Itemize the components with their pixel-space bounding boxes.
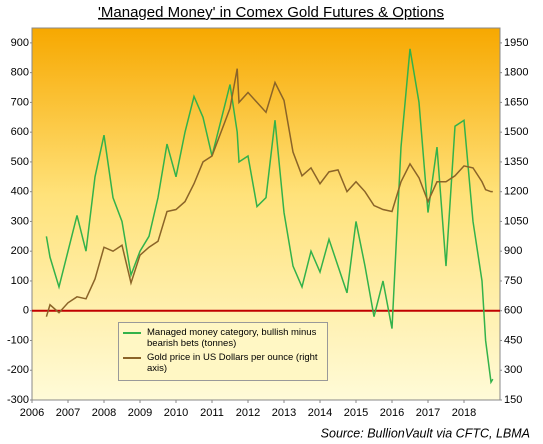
x-tick-label: 2009	[128, 407, 152, 419]
x-tick-label: 2017	[416, 407, 440, 419]
y2-tick-label: 1350	[504, 156, 528, 168]
x-tick-label: 2013	[272, 407, 296, 419]
x-tick-label: 2018	[452, 407, 476, 419]
source: Source: BullionVault via CFTC, LBMA	[321, 426, 530, 440]
legend-label: Managed money category, bullish minus be…	[147, 327, 317, 349]
y-tick-label: 200	[11, 245, 29, 257]
chart-title: 'Managed Money' in Comex Gold Futures & …	[98, 4, 444, 21]
y-tick-label: 300	[11, 215, 29, 227]
y-tick-label: 900	[11, 37, 29, 49]
y2-tick-label: 1800	[504, 67, 528, 79]
y-tick-label: -100	[7, 334, 29, 346]
series-line	[45, 48, 494, 385]
y-tick-label: 800	[11, 67, 29, 79]
x-tick-label: 2011	[200, 407, 224, 419]
y-tick-label: 0	[23, 305, 29, 317]
legend-item: Gold price in US Dollars per ounce (righ…	[123, 352, 323, 374]
y-tick-label: 400	[11, 186, 29, 198]
y2-tick-label: 1500	[504, 126, 528, 138]
legend-swatch	[123, 332, 141, 334]
y2-tick-label: 1650	[504, 96, 528, 108]
legend: Managed money category, bullish minus be…	[118, 322, 328, 381]
x-tick-label: 2007	[56, 407, 80, 419]
series-line	[45, 68, 493, 317]
y2-tick-label: 1050	[504, 215, 528, 227]
y2-tick-label: 150	[504, 394, 522, 406]
x-tick-label: 2015	[344, 407, 368, 419]
y2-tick-label: 750	[504, 275, 522, 287]
y2-tick-label: 1200	[504, 186, 528, 198]
y-tick-label: -200	[7, 364, 29, 376]
y2-tick-label: 1950	[504, 37, 528, 49]
y-tick-label: -300	[7, 394, 29, 406]
x-tick-label: 2012	[236, 407, 260, 419]
y2-tick-label: 900	[504, 245, 522, 257]
legend-label: Gold price in US Dollars per ounce (righ…	[147, 352, 318, 374]
x-tick-label: 2006	[20, 407, 44, 419]
y2-tick-label: 450	[504, 334, 522, 346]
x-tick-label: 2014	[308, 407, 332, 419]
x-tick-label: 2010	[164, 407, 188, 419]
y-tick-label: 500	[11, 156, 29, 168]
y-tick-label: 700	[11, 96, 29, 108]
legend-item: Managed money category, bullish minus be…	[123, 327, 323, 349]
y2-tick-label: 300	[504, 364, 522, 376]
legend-swatch	[123, 357, 141, 359]
x-tick-label: 2016	[380, 407, 404, 419]
y2-tick-label: 600	[504, 305, 522, 317]
x-tick-label: 2008	[92, 407, 116, 419]
y-tick-label: 600	[11, 126, 29, 138]
y-tick-label: 100	[11, 275, 29, 287]
